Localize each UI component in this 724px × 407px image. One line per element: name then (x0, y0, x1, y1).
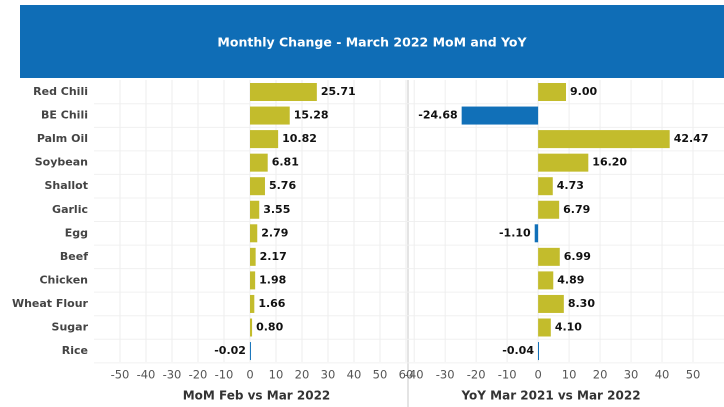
bar (538, 83, 566, 101)
category-label: Chicken (39, 273, 88, 286)
data-label: -0.04 (502, 344, 534, 357)
x-tick-label: -10 (498, 368, 517, 382)
data-label: 0.80 (256, 321, 283, 334)
x-tick-label: 40 (347, 368, 362, 382)
data-label: 5.76 (269, 179, 296, 192)
bar (250, 200, 260, 219)
data-label: 4.89 (557, 273, 584, 286)
category-label: Wheat Flour (12, 297, 89, 310)
data-label: 4.10 (555, 321, 582, 334)
x-axis-label: MoM Feb vs Mar 2022 (183, 389, 331, 403)
data-label: -0.02 (214, 344, 246, 357)
data-label: 1.66 (258, 297, 285, 310)
x-tick-label: 30 (321, 368, 336, 382)
data-label: 2.17 (260, 250, 287, 263)
bar (538, 130, 670, 149)
bar (250, 106, 290, 125)
category-label: Palm Oil (37, 132, 88, 145)
bar (250, 224, 258, 243)
data-label: 6.99 (564, 250, 591, 263)
x-tick-label: 0 (246, 368, 253, 382)
bar (250, 177, 265, 196)
data-label: 9.00 (570, 85, 597, 98)
bar (250, 318, 253, 337)
data-label: 16.20 (592, 156, 627, 169)
bar (461, 106, 539, 125)
category-label: Soybean (35, 156, 88, 169)
x-tick-label: 50 (686, 368, 701, 382)
category-label: Shallot (44, 179, 88, 192)
data-label: -24.68 (418, 109, 457, 122)
bar (537, 342, 539, 361)
header (20, 5, 724, 78)
data-label: 6.81 (272, 156, 299, 169)
x-tick-label: 50 (373, 368, 388, 382)
x-tick-label: 0 (534, 368, 541, 382)
x-tick-label: 40 (655, 368, 670, 382)
data-label: 25.71 (321, 85, 356, 98)
bar (538, 153, 589, 172)
bar (250, 294, 255, 313)
data-label: 42.47 (674, 132, 709, 145)
x-tick-label: -40 (405, 368, 424, 382)
x-tick-label: -10 (215, 368, 234, 382)
x-tick-label: 10 (562, 368, 577, 382)
x-tick-label: -40 (137, 368, 156, 382)
bar (250, 247, 256, 266)
data-label: 10.82 (282, 132, 317, 145)
data-label: 4.73 (557, 179, 584, 192)
category-label: Sugar (52, 321, 89, 334)
category-label: Red Chili (33, 85, 88, 98)
x-tick-label: 20 (295, 368, 310, 382)
category-label: Rice (62, 344, 88, 357)
data-label: 1.98 (259, 273, 286, 286)
data-label: 6.79 (563, 203, 590, 216)
data-label: 8.30 (568, 297, 595, 310)
bar (538, 271, 554, 290)
chart-title: Monthly Change - March 2022 MoM and YoY (217, 35, 527, 50)
data-label: -1.10 (499, 226, 531, 239)
bar (249, 342, 251, 361)
x-tick-label: -30 (163, 368, 182, 382)
bar (538, 247, 560, 266)
category-label: Beef (60, 250, 88, 263)
x-tick-label: 60 (399, 368, 414, 382)
bar (250, 153, 268, 172)
x-tick-label: 30 (624, 368, 639, 382)
bar (250, 83, 317, 101)
bar (534, 224, 539, 243)
category-label: Egg (65, 226, 88, 239)
bar (538, 177, 553, 196)
data-label: 3.55 (263, 203, 290, 216)
bar (250, 130, 279, 149)
x-tick-label: -50 (111, 368, 130, 382)
category-label: BE Chili (41, 109, 88, 122)
bar (538, 200, 560, 219)
x-tick-label: -20 (467, 368, 486, 382)
x-tick-label: 10 (269, 368, 284, 382)
x-tick-label: -30 (436, 368, 455, 382)
data-label: 2.79 (261, 226, 288, 239)
x-tick-label: -20 (189, 368, 208, 382)
data-label: 15.28 (294, 109, 329, 122)
bar (250, 271, 256, 290)
x-tick-label: 20 (593, 368, 608, 382)
category-label: Garlic (52, 203, 88, 216)
bar (538, 318, 551, 337)
bar (538, 294, 564, 313)
x-axis-label: YoY Mar 2021 vs Mar 2022 (460, 389, 640, 403)
